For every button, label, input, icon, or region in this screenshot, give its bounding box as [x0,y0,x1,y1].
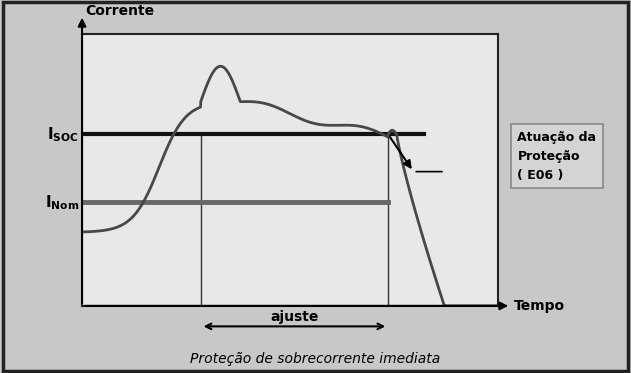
Text: Tempo: Tempo [514,299,565,313]
Text: Corrente: Corrente [85,4,155,18]
Text: $\mathbf{I}_{\mathbf{Nom}}$: $\mathbf{I}_{\mathbf{Nom}}$ [45,193,79,212]
Text: ajuste: ajuste [270,310,319,324]
Text: Proteção de sobrecorrente imediata: Proteção de sobrecorrente imediata [191,351,440,366]
Text: $\mathbf{I}_{\mathbf{SOC}}$: $\mathbf{I}_{\mathbf{SOC}}$ [47,125,79,144]
Text: Atuação da
Proteção
( E06 ): Atuação da Proteção ( E06 ) [517,131,596,182]
